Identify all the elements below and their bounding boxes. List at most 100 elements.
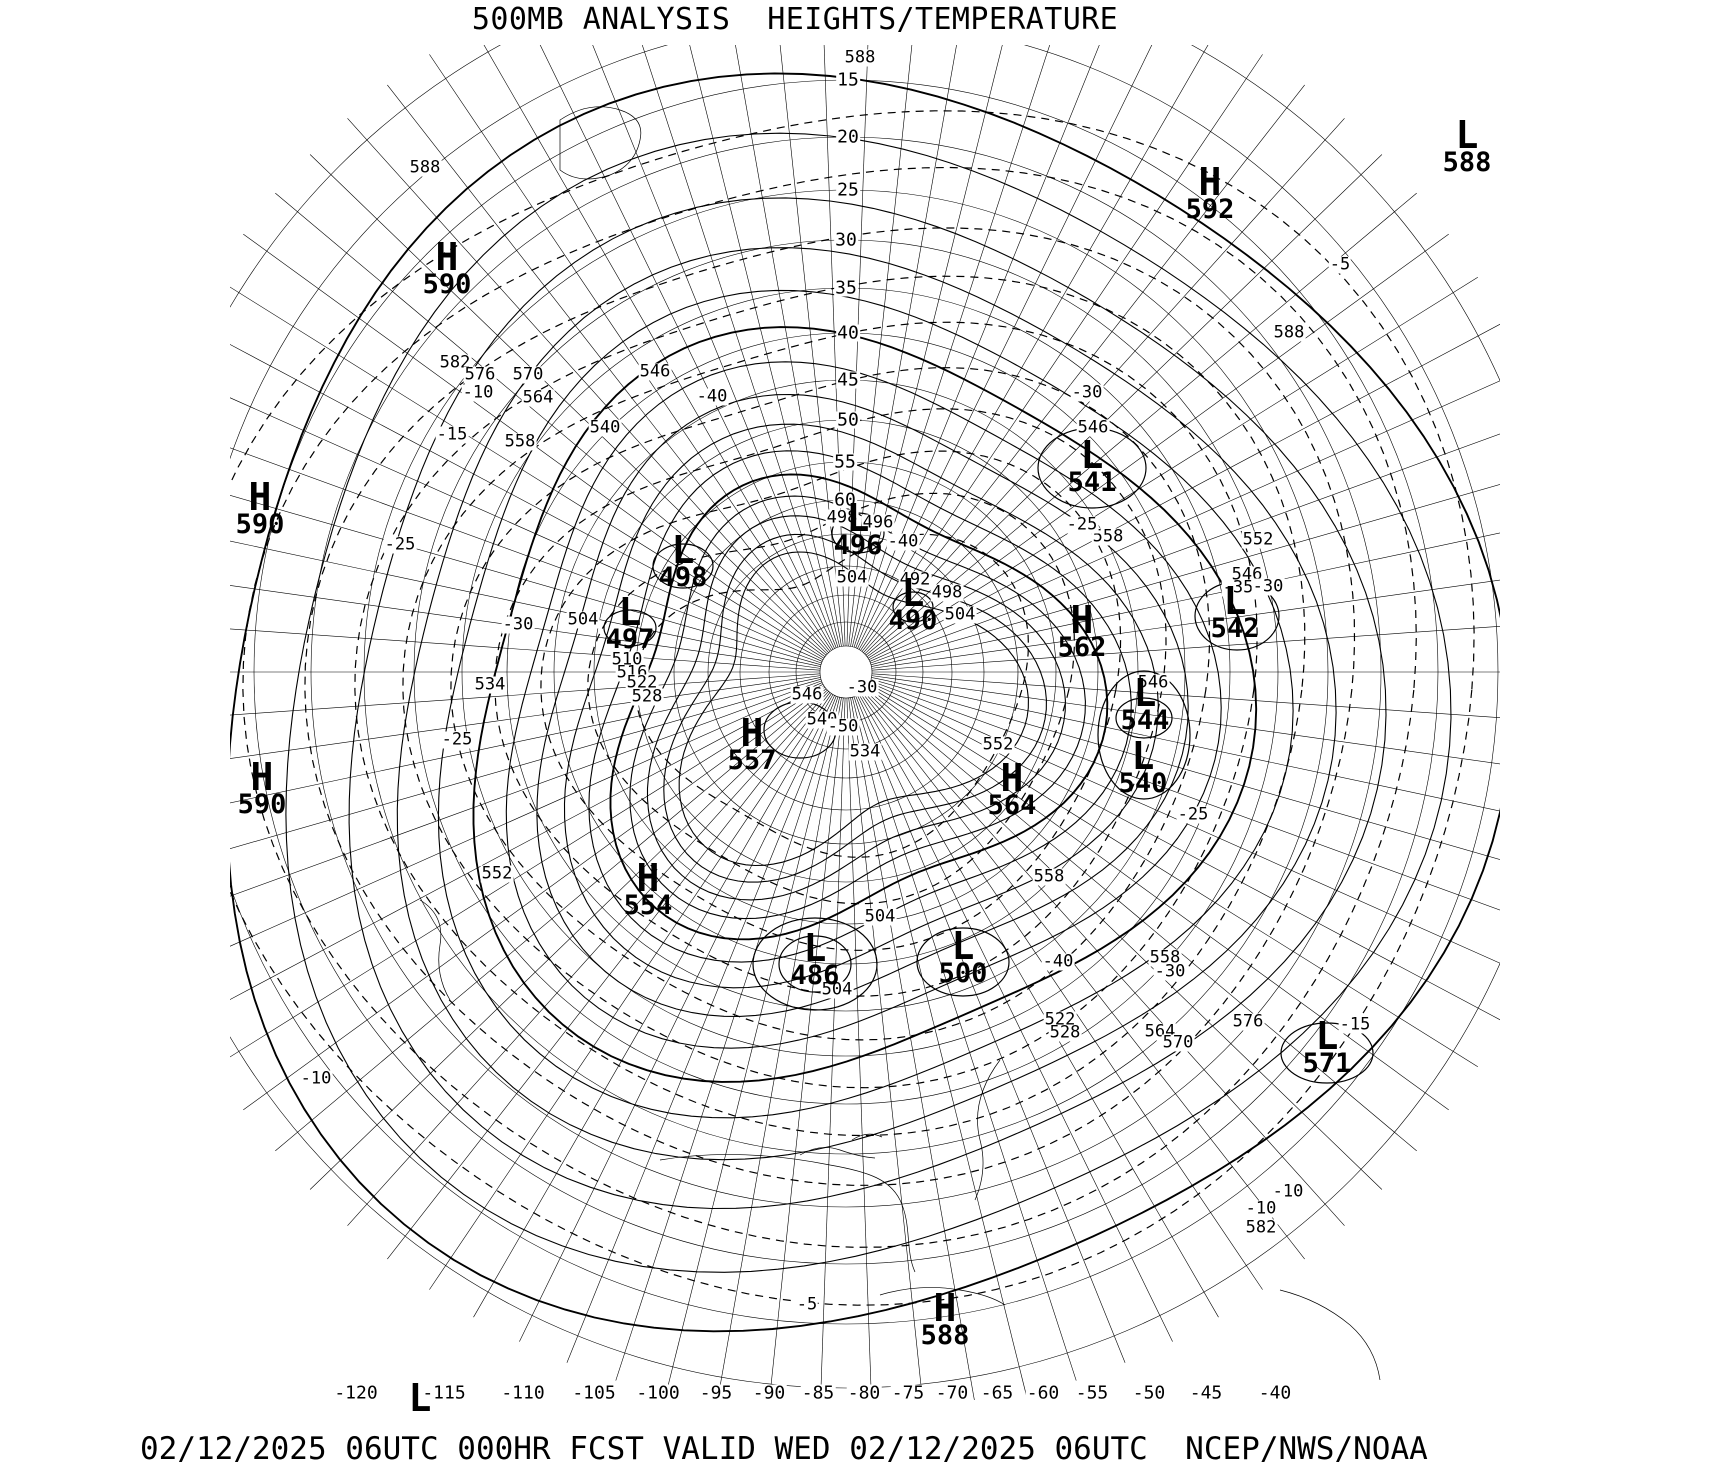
latitude-label: 15 [836,69,860,91]
longitude-label: -95 [698,1382,734,1404]
low-pressure-center: L 540 [1118,734,1168,799]
height-contour-label: 582 [438,352,472,373]
longitude-label: -60 [1025,1382,1061,1404]
high-pressure-center: H 592 [1185,160,1235,225]
height-contour-label: 564 [521,387,555,408]
height-contour-label: 528 [630,686,664,707]
low-pressure-center: L 496 [833,496,883,561]
temperature-contour-label: -35 [1221,577,1255,598]
low-pressure-center: L 497 [605,590,655,655]
height-contour-label: 528 [1048,1022,1082,1043]
longitude-label: -75 [890,1382,926,1404]
height-contour-label: 558 [1032,866,1066,887]
longitude-label: -70 [934,1382,970,1404]
height-contour-label: 504 [820,979,854,1000]
temperature-contour-label: -5 [795,1294,819,1315]
longitude-label: -45 [1188,1382,1224,1404]
height-contour-label: 496 [861,512,895,533]
temperature-contour-label: -10 [461,382,495,403]
high-pressure-center: H 554 [623,856,673,921]
high-pressure-center: H 562 [1057,598,1107,663]
temperature-contour-label: -10 [299,1068,333,1089]
chart-title: 500MB ANALYSIS HEIGHTS/TEMPERATURE [471,2,1119,37]
height-contour-label: 504 [835,567,869,588]
latitude-label: 60 [833,489,857,511]
height-contour-label: 552 [480,863,514,884]
temperature-contour-label: -30 [1251,576,1285,597]
temperature-contour-label: -30 [501,614,535,635]
temperature-contour-label: -40 [1041,951,1075,972]
height-contour-label: 558 [1091,526,1125,547]
height-contour-label: 546 [1076,417,1110,438]
longitude-label: -40 [1257,1382,1293,1404]
high-pressure-center: H 590 [235,475,285,540]
longitude-label: -80 [846,1382,882,1404]
temperature-contour-label: -25 [440,729,474,750]
height-contour-label: 504 [943,604,977,625]
high-pressure-center: H 588 [920,1286,970,1351]
latitude-label: 25 [836,179,860,201]
height-contour-label: 534 [473,674,507,695]
longitude-label: -55 [1074,1382,1110,1404]
height-contour-label: 540 [588,417,622,438]
high-pressure-center: H 590 [422,235,472,300]
temperature-contour-label: -25 [383,534,417,555]
latitude-label: 45 [836,369,860,391]
temperature-contour-label: -15 [1338,1014,1372,1035]
longitude-label: -110 [500,1382,546,1404]
temperature-contour-label: -10 [1244,1198,1278,1219]
low-pressure-center: L 486 [790,926,840,991]
height-contour-label: 588 [408,157,442,178]
height-contour-label: 504 [863,906,897,927]
height-contour-label: 522 [625,672,659,693]
height-contour-label: 498 [930,582,964,603]
latitude-label: 30 [834,229,858,251]
height-contour-label: 546 [790,684,824,705]
height-contour-label: 570 [511,364,545,385]
high-pressure-center: H 590 [237,755,287,820]
temperature-contour-label: -25 [1176,804,1210,825]
temperature-contour-label: -40 [886,531,920,552]
low-pressure-center: L 498 [658,528,708,593]
height-contour-label: 558 [1148,947,1182,968]
temperature-contour-label: -10 [1271,1181,1305,1202]
height-contour-label: 492 [898,569,932,590]
low-pressure-center: L 500 [938,924,988,989]
height-contour-label: 546 [1136,672,1170,693]
height-contour-label: 576 [1231,1011,1265,1032]
longitude-label: -65 [979,1382,1015,1404]
longitude-label: -85 [800,1382,836,1404]
temperature-contour-label: -5 [1328,254,1352,275]
height-contour-label: 582 [1244,1217,1278,1238]
temperature-contour-label: -30 [1070,382,1104,403]
height-contour-label: 522 [1043,1009,1077,1030]
longitude-label: -100 [635,1382,681,1404]
height-contour-label: 552 [981,734,1015,755]
low-pressure-center: L 541 [1067,433,1117,498]
latitude-label: 40 [836,322,860,344]
height-contour-label: 588 [843,47,877,68]
low-pressure-center: L 571 [1302,1014,1352,1079]
longitude-label: -120 [333,1382,379,1404]
temperature-contour-label: -15 [435,424,469,445]
height-contour-label: 546 [638,361,672,382]
low-pressure-center: L 542 [1210,579,1260,644]
temperature-contour-label: -50 [826,716,860,737]
temperature-contour-label: -40 [695,386,729,407]
low-pressure-center: L 490 [888,571,938,636]
latitude-label: 55 [833,451,857,473]
height-contour-label: 588 [1272,322,1306,343]
height-contour-label: 570 [1161,1032,1195,1053]
latitude-label: 35 [834,277,858,299]
high-pressure-center: H 557 [727,711,777,776]
longitude-label: -90 [751,1382,787,1404]
height-contour-label: 576 [463,364,497,385]
low-pressure-center: L [408,1376,432,1420]
temperature-contour-label: -30 [845,677,879,698]
temperature-contour-label: -30 [1153,961,1187,982]
height-contour-label: 504 [566,609,600,630]
chart-footer: 02/12/2025 06UTC 000HR FCST VALID WED 02… [140,1431,1428,1467]
longitude-label: -50 [1131,1382,1167,1404]
longitude-label: -105 [571,1382,617,1404]
